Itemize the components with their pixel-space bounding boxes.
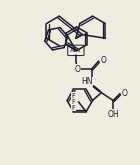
Text: F: F	[72, 99, 75, 105]
Text: OH: OH	[107, 110, 119, 119]
Text: F: F	[72, 105, 75, 111]
Text: F: F	[72, 93, 75, 99]
Text: Abs: Abs	[70, 48, 82, 53]
Text: HN: HN	[81, 77, 92, 86]
FancyBboxPatch shape	[68, 45, 84, 56]
Text: O: O	[100, 56, 106, 65]
Text: O: O	[122, 89, 128, 98]
Text: O: O	[75, 65, 81, 74]
